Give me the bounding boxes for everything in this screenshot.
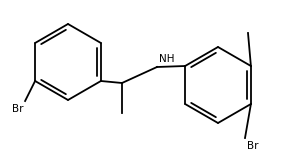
Text: Br: Br	[12, 104, 23, 114]
Text: NH: NH	[159, 54, 175, 64]
Text: Br: Br	[247, 141, 258, 151]
